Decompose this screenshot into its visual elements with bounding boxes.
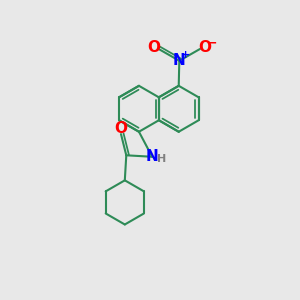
Text: O: O (199, 40, 212, 55)
Text: O: O (147, 40, 160, 55)
Text: O: O (115, 121, 128, 136)
Text: N: N (146, 149, 159, 164)
Text: −: − (206, 36, 217, 49)
Text: N: N (173, 53, 186, 68)
Text: H: H (157, 154, 166, 164)
Text: +: + (181, 50, 190, 60)
